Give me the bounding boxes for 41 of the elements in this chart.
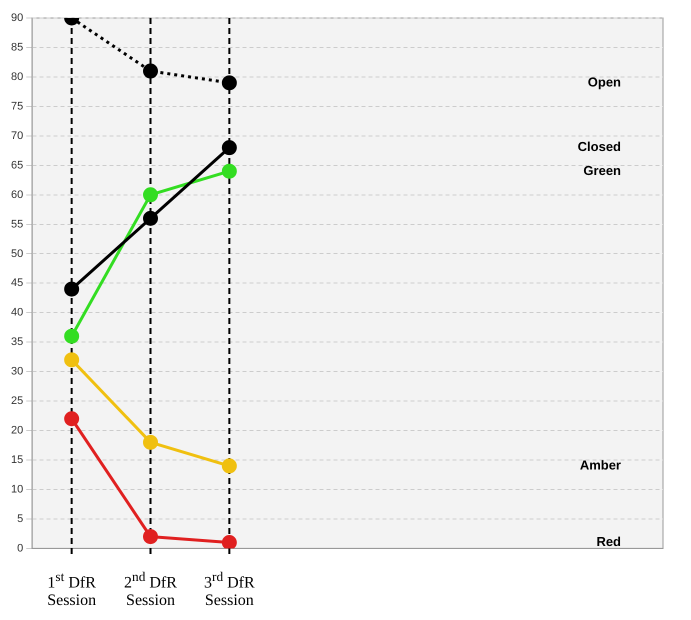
x-tick-label: 3$^{rd}$ DfR Session bbox=[203, 568, 256, 610]
y-tick-label: 45 bbox=[10, 277, 24, 290]
y-tick-label: 5 bbox=[17, 512, 24, 525]
point bbox=[143, 210, 158, 226]
y-tick-label: 55 bbox=[10, 218, 24, 230]
point bbox=[222, 75, 237, 90]
point bbox=[222, 140, 237, 156]
point bbox=[64, 328, 80, 344]
y-tick-label: 10 bbox=[10, 484, 24, 496]
y-tick-label: 20 bbox=[10, 424, 24, 437]
point bbox=[143, 434, 158, 450]
y-tick-label: 50 bbox=[10, 248, 24, 260]
y-tick-label: 30 bbox=[10, 366, 24, 378]
point bbox=[143, 187, 158, 202]
y-tick-label: 25 bbox=[10, 395, 24, 408]
text: Open bbox=[588, 74, 622, 90]
point bbox=[222, 164, 237, 179]
y-tick-label: 35 bbox=[10, 336, 24, 348]
text: Amber bbox=[580, 457, 621, 472]
point bbox=[64, 411, 80, 426]
x-tick-label: 1$^{st}$ DfR Session bbox=[46, 568, 98, 610]
y-tick-label: 40 bbox=[10, 306, 24, 319]
text: Closed bbox=[578, 139, 622, 154]
y-tick-label: 0 bbox=[17, 542, 24, 554]
y-tick-label: 15 bbox=[10, 454, 24, 466]
y-tick-label: 80 bbox=[10, 70, 24, 83]
point bbox=[64, 282, 80, 297]
y-tick-label: 90 bbox=[10, 12, 24, 24]
y-tick-label: 65 bbox=[10, 159, 24, 172]
y-tick-label: 60 bbox=[10, 188, 24, 201]
y-tick-label: 75 bbox=[10, 100, 24, 112]
point bbox=[64, 352, 80, 368]
point bbox=[143, 529, 158, 544]
point bbox=[222, 458, 237, 474]
point bbox=[143, 64, 158, 79]
text: Green bbox=[583, 162, 622, 178]
y-tick-label: 85 bbox=[10, 42, 24, 54]
text: Red bbox=[596, 534, 622, 550]
point bbox=[222, 535, 237, 548]
y-tick-label: 70 bbox=[10, 130, 24, 142]
x-tick-label: 2$^{nd}$ DfR Session bbox=[123, 568, 178, 610]
